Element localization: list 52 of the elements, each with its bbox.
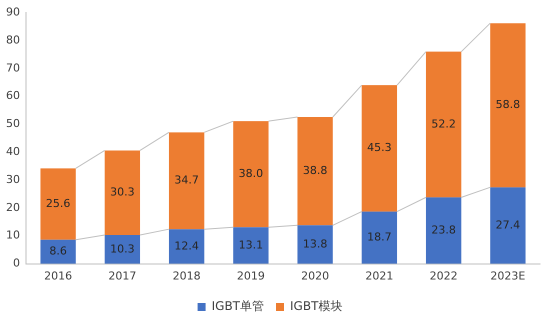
bar <box>104 235 140 264</box>
bar <box>426 52 462 198</box>
y-tick-label: 50 <box>6 117 20 130</box>
x-tick-label: 2022 <box>430 269 458 282</box>
data-label: 8.6 <box>49 244 67 258</box>
y-tick-label: 90 <box>6 5 20 18</box>
data-label: 10.3 <box>110 242 135 256</box>
bar <box>40 168 76 240</box>
data-label: 23.8 <box>431 223 456 236</box>
bar <box>362 85 398 212</box>
x-tick-label: 2016 <box>44 269 72 282</box>
bar <box>490 187 526 264</box>
y-tick-label: 80 <box>6 33 20 46</box>
bar <box>40 240 76 264</box>
y-tick-label: 30 <box>6 172 20 186</box>
data-label: 52.2 <box>431 117 456 130</box>
data-label: 27.4 <box>496 218 520 232</box>
x-tick-label: 2018 <box>172 269 201 282</box>
x-tick-label: 2023E <box>490 269 526 282</box>
bar <box>104 150 140 236</box>
bar <box>168 229 204 264</box>
bar <box>297 116 333 226</box>
y-tick-label: 20 <box>6 200 20 214</box>
y-tick-label: 70 <box>6 61 20 74</box>
data-label: 12.4 <box>174 239 199 252</box>
bar <box>168 132 204 230</box>
legend-label: IGBT单管 <box>212 299 264 314</box>
data-label: 38.8 <box>302 164 328 177</box>
x-tick-label: 2019 <box>236 269 265 282</box>
x-tick-label: 2017 <box>108 269 136 282</box>
bar <box>233 121 269 228</box>
data-label: 13.8 <box>302 237 328 250</box>
bar <box>490 23 526 188</box>
y-tick-label: 40 <box>6 145 20 158</box>
data-label: 18.7 <box>367 230 392 244</box>
data-label: 30.3 <box>110 186 135 199</box>
data-label: 45.3 <box>367 141 392 154</box>
x-tick-label: 2020 <box>301 269 330 282</box>
bar <box>362 212 398 264</box>
bar <box>426 197 462 264</box>
data-label: 34.7 <box>174 174 199 187</box>
legend-label: IGBT模块 <box>290 299 342 314</box>
y-tick-label: 0 <box>12 256 20 270</box>
bar <box>233 227 269 264</box>
data-label: 25.6 <box>46 196 70 210</box>
data-label: 38.0 <box>238 167 264 180</box>
y-tick-label: 60 <box>6 89 20 102</box>
data-label: 13.1 <box>238 238 264 252</box>
y-tick-label: 10 <box>6 228 20 242</box>
data-label: 58.8 <box>496 98 520 112</box>
x-tick-label: 2021 <box>365 269 394 282</box>
bar <box>297 225 333 264</box>
